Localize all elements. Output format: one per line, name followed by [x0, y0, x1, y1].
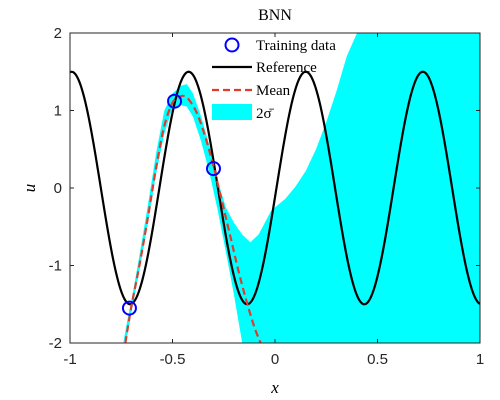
- legend-entry-reference: Reference: [212, 60, 317, 76]
- training-point: [167, 93, 183, 109]
- reference-line: [70, 70, 480, 306]
- legend-mean-label: Mean: [256, 83, 291, 99]
- plot-area: [70, 33, 480, 343]
- legend-entry-training: Training data: [224, 37, 336, 54]
- x-tick-label: 1: [476, 351, 484, 368]
- legend-band-swatch: [212, 104, 252, 120]
- y-tick-label: -1: [49, 258, 62, 275]
- x-axis-label: x: [270, 378, 279, 397]
- y-tick-label: 1: [54, 103, 62, 120]
- y-axis-label: u: [20, 184, 39, 193]
- uncertainty-band: [123, 33, 480, 343]
- legend-training-marker: [224, 37, 240, 53]
- x-tick-label: 0.5: [367, 351, 388, 368]
- y-tick-label: -2: [49, 335, 62, 352]
- x-tick-label: -0.5: [160, 351, 186, 368]
- x-tick-label: 0: [271, 351, 279, 368]
- training-point: [206, 161, 221, 177]
- legend: Training data Reference Mean 2σ̄: [212, 37, 336, 122]
- x-tick-label: -1: [63, 351, 76, 368]
- y-tick-label: 0: [54, 180, 62, 197]
- legend-reference-label: Reference: [256, 60, 317, 76]
- legend-training-label: Training data: [256, 38, 336, 54]
- chart-title: BNN: [258, 7, 292, 24]
- training-points: [121, 93, 221, 316]
- y-tick-label: 2: [54, 25, 62, 42]
- mean-line: [124, 94, 262, 343]
- legend-entry-mean: Mean: [212, 83, 291, 99]
- legend-entry-band: 2σ̄: [212, 104, 275, 122]
- legend-band-label: 2σ̄: [256, 106, 275, 122]
- training-point: [121, 300, 137, 316]
